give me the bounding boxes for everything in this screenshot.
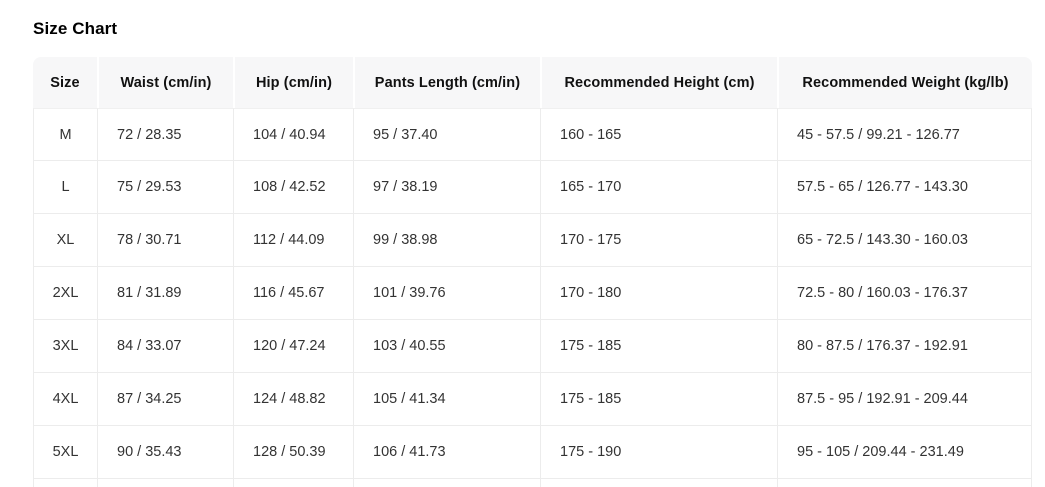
table-row: L 75 / 29.53 108 / 42.52 97 / 38.19 165 … xyxy=(33,161,1032,214)
table-row-partial-clipped xyxy=(33,479,1032,487)
table-row: M 72 / 28.35 104 / 40.94 95 / 37.40 160 … xyxy=(33,108,1032,161)
cell-recommended-weight: 87.5 - 95 / 192.91 - 209.44 xyxy=(777,373,1032,426)
cell-pants-length: 101 / 39.76 xyxy=(353,267,540,320)
cell-hip: 120 / 47.24 xyxy=(233,320,353,373)
cell-recommended-weight: 80 - 87.5 / 176.37 - 192.91 xyxy=(777,320,1032,373)
cell-size: 4XL xyxy=(33,373,97,426)
size-chart-table-container: Size Waist (cm/in) Hip (cm/in) Pants Len… xyxy=(33,57,1032,487)
cell-recommended-height: 175 - 185 xyxy=(540,320,777,373)
size-chart-table: Size Waist (cm/in) Hip (cm/in) Pants Len… xyxy=(33,57,1032,487)
cell-size: L xyxy=(33,161,97,214)
cell-recommended-weight xyxy=(777,479,1032,487)
table-header-row: Size Waist (cm/in) Hip (cm/in) Pants Len… xyxy=(33,57,1032,108)
cell-size xyxy=(33,479,97,487)
cell-pants-length: 99 / 38.98 xyxy=(353,214,540,267)
cell-recommended-weight: 72.5 - 80 / 160.03 - 176.37 xyxy=(777,267,1032,320)
page-title: Size Chart xyxy=(33,19,118,38)
cell-recommended-height: 175 - 185 xyxy=(540,373,777,426)
cell-recommended-height xyxy=(540,479,777,487)
cell-pants-length: 106 / 41.73 xyxy=(353,426,540,479)
cell-hip xyxy=(233,479,353,487)
cell-pants-length: 97 / 38.19 xyxy=(353,161,540,214)
cell-size: M xyxy=(33,108,97,161)
cell-waist: 78 / 30.71 xyxy=(97,214,233,267)
column-header-recommended-weight: Recommended Weight (kg/lb) xyxy=(777,57,1032,108)
cell-hip: 104 / 40.94 xyxy=(233,108,353,161)
table-row: XL 78 / 30.71 112 / 44.09 99 / 38.98 170… xyxy=(33,214,1032,267)
cell-waist: 84 / 33.07 xyxy=(97,320,233,373)
cell-pants-length: 105 / 41.34 xyxy=(353,373,540,426)
cell-size: 3XL xyxy=(33,320,97,373)
column-header-size: Size xyxy=(33,57,97,108)
cell-pants-length xyxy=(353,479,540,487)
cell-waist: 87 / 34.25 xyxy=(97,373,233,426)
cell-recommended-height: 170 - 180 xyxy=(540,267,777,320)
cell-recommended-height: 175 - 190 xyxy=(540,426,777,479)
cell-recommended-height: 170 - 175 xyxy=(540,214,777,267)
cell-pants-length: 103 / 40.55 xyxy=(353,320,540,373)
cell-recommended-height: 160 - 165 xyxy=(540,108,777,161)
cell-hip: 112 / 44.09 xyxy=(233,214,353,267)
column-header-hip: Hip (cm/in) xyxy=(233,57,353,108)
cell-waist: 75 / 29.53 xyxy=(97,161,233,214)
cell-waist: 90 / 35.43 xyxy=(97,426,233,479)
cell-size: 2XL xyxy=(33,267,97,320)
table-row: 2XL 81 / 31.89 116 / 45.67 101 / 39.76 1… xyxy=(33,267,1032,320)
cell-size: XL xyxy=(33,214,97,267)
column-header-waist: Waist (cm/in) xyxy=(97,57,233,108)
cell-recommended-weight: 57.5 - 65 / 126.77 - 143.30 xyxy=(777,161,1032,214)
cell-hip: 124 / 48.82 xyxy=(233,373,353,426)
cell-recommended-weight: 95 - 105 / 209.44 - 231.49 xyxy=(777,426,1032,479)
cell-recommended-height: 165 - 170 xyxy=(540,161,777,214)
cell-hip: 116 / 45.67 xyxy=(233,267,353,320)
cell-waist: 81 / 31.89 xyxy=(97,267,233,320)
column-header-pants-length: Pants Length (cm/in) xyxy=(353,57,540,108)
table-header: Size Waist (cm/in) Hip (cm/in) Pants Len… xyxy=(33,57,1032,108)
table-row: 3XL 84 / 33.07 120 / 47.24 103 / 40.55 1… xyxy=(33,320,1032,373)
table-body: M 72 / 28.35 104 / 40.94 95 / 37.40 160 … xyxy=(33,108,1032,487)
column-header-recommended-height: Recommended Height (cm) xyxy=(540,57,777,108)
cell-hip: 128 / 50.39 xyxy=(233,426,353,479)
cell-hip: 108 / 42.52 xyxy=(233,161,353,214)
cell-recommended-weight: 65 - 72.5 / 143.30 - 160.03 xyxy=(777,214,1032,267)
table-row: 4XL 87 / 34.25 124 / 48.82 105 / 41.34 1… xyxy=(33,373,1032,426)
cell-pants-length: 95 / 37.40 xyxy=(353,108,540,161)
table-row: 5XL 90 / 35.43 128 / 50.39 106 / 41.73 1… xyxy=(33,426,1032,479)
cell-size: 5XL xyxy=(33,426,97,479)
cell-waist: 72 / 28.35 xyxy=(97,108,233,161)
cell-waist xyxy=(97,479,233,487)
cell-recommended-weight: 45 - 57.5 / 99.21 - 126.77 xyxy=(777,108,1032,161)
